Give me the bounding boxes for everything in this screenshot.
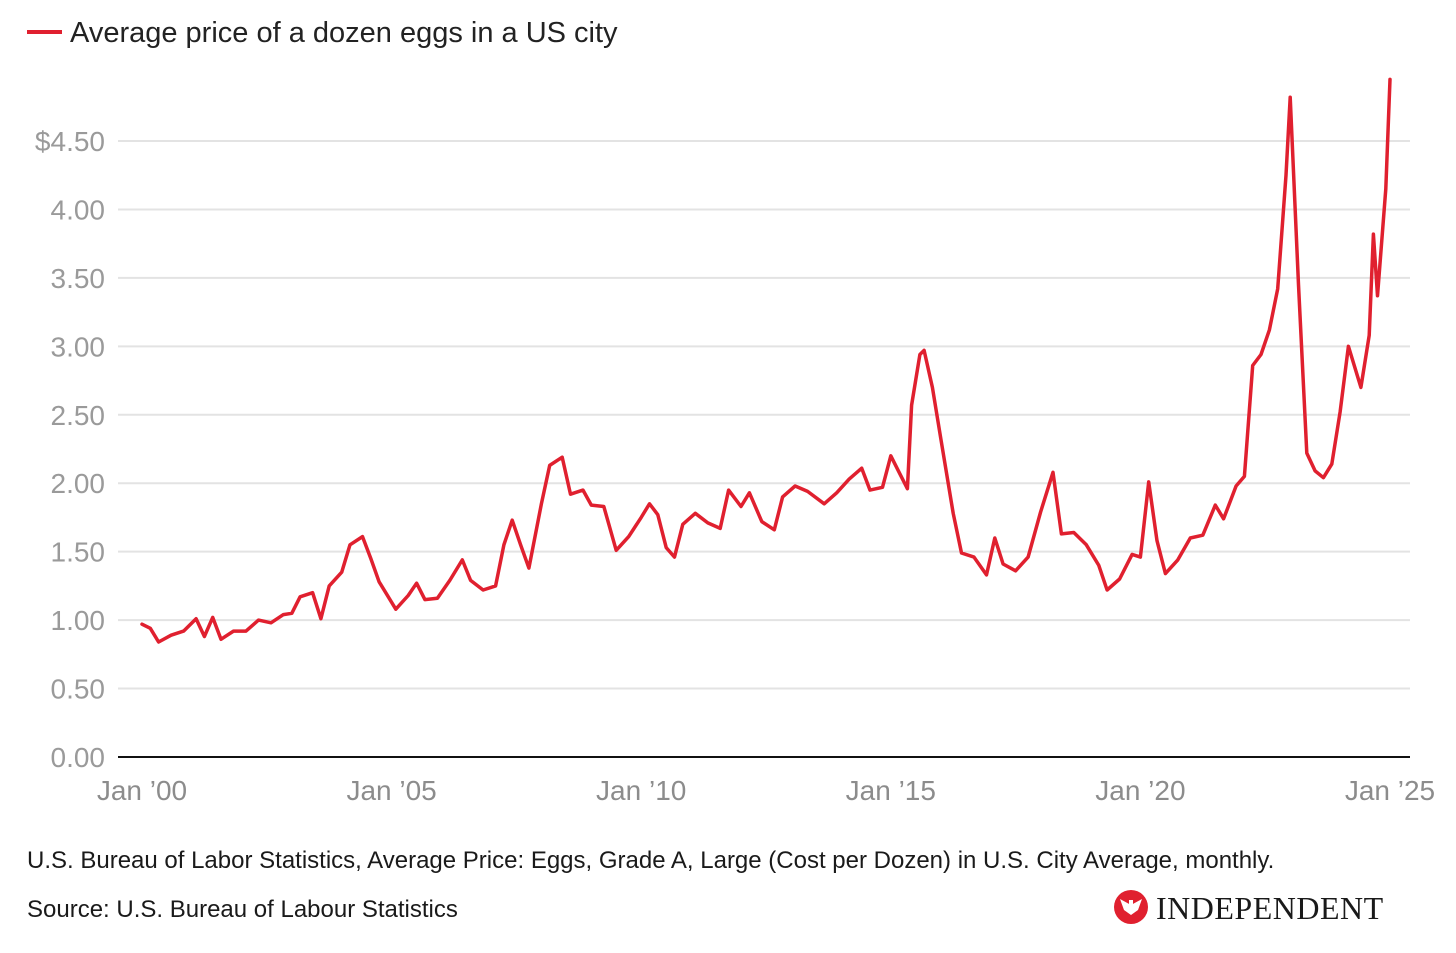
y-tick-label: 2.50 (51, 400, 106, 431)
logo-wordmark: INDEPENDENT (1156, 890, 1384, 926)
x-tick-label: Jan ’15 (846, 775, 936, 806)
x-tick-label: Jan ’10 (596, 775, 686, 806)
y-tick-label: 1.00 (51, 605, 106, 636)
legend-label: Average price of a dozen eggs in a US ci… (70, 17, 618, 49)
gridlines (118, 140, 1410, 690)
series (140, 77, 1392, 644)
y-axis-ticks: 0.00 0.50 1.00 1.50 2.00 2.50 3.00 3.50 4.00 $4.5… (35, 126, 105, 773)
x-tick-label: Jan ’05 (346, 775, 436, 806)
y-tick-label: 3.00 (51, 331, 106, 362)
y-tick-label: 4.00 (51, 194, 106, 225)
y-tick-label: $4.50 (35, 126, 105, 157)
y-tick-label: 0.50 (51, 674, 106, 705)
series-line-egg-price (140, 77, 1392, 644)
x-tick-label: Jan ’25 (1345, 775, 1435, 806)
x-tick-label: Jan ’20 (1095, 775, 1185, 806)
legend: Average price of a dozen eggs in a US ci… (27, 17, 618, 49)
chart-source: Source: U.S. Bureau of Labour Statistics (27, 896, 458, 923)
y-tick-label: 1.50 (51, 537, 106, 568)
y-tick-label: 3.50 (51, 263, 106, 294)
x-tick-label: Jan ’00 (97, 775, 187, 806)
eagle-wings (1120, 899, 1142, 915)
x-axis-ticks: Jan ’00 Jan ’05 Jan ’10 Jan ’15 Jan ’20 Jan ’… (97, 775, 1435, 806)
eagle-head (1129, 900, 1133, 906)
chart-description: U.S. Bureau of Labor Statistics, Average… (27, 847, 1274, 874)
y-tick-label: 2.00 (51, 468, 106, 499)
independent-logo: INDEPENDENT (1114, 890, 1384, 926)
y-tick-label: 0.00 (51, 742, 106, 773)
